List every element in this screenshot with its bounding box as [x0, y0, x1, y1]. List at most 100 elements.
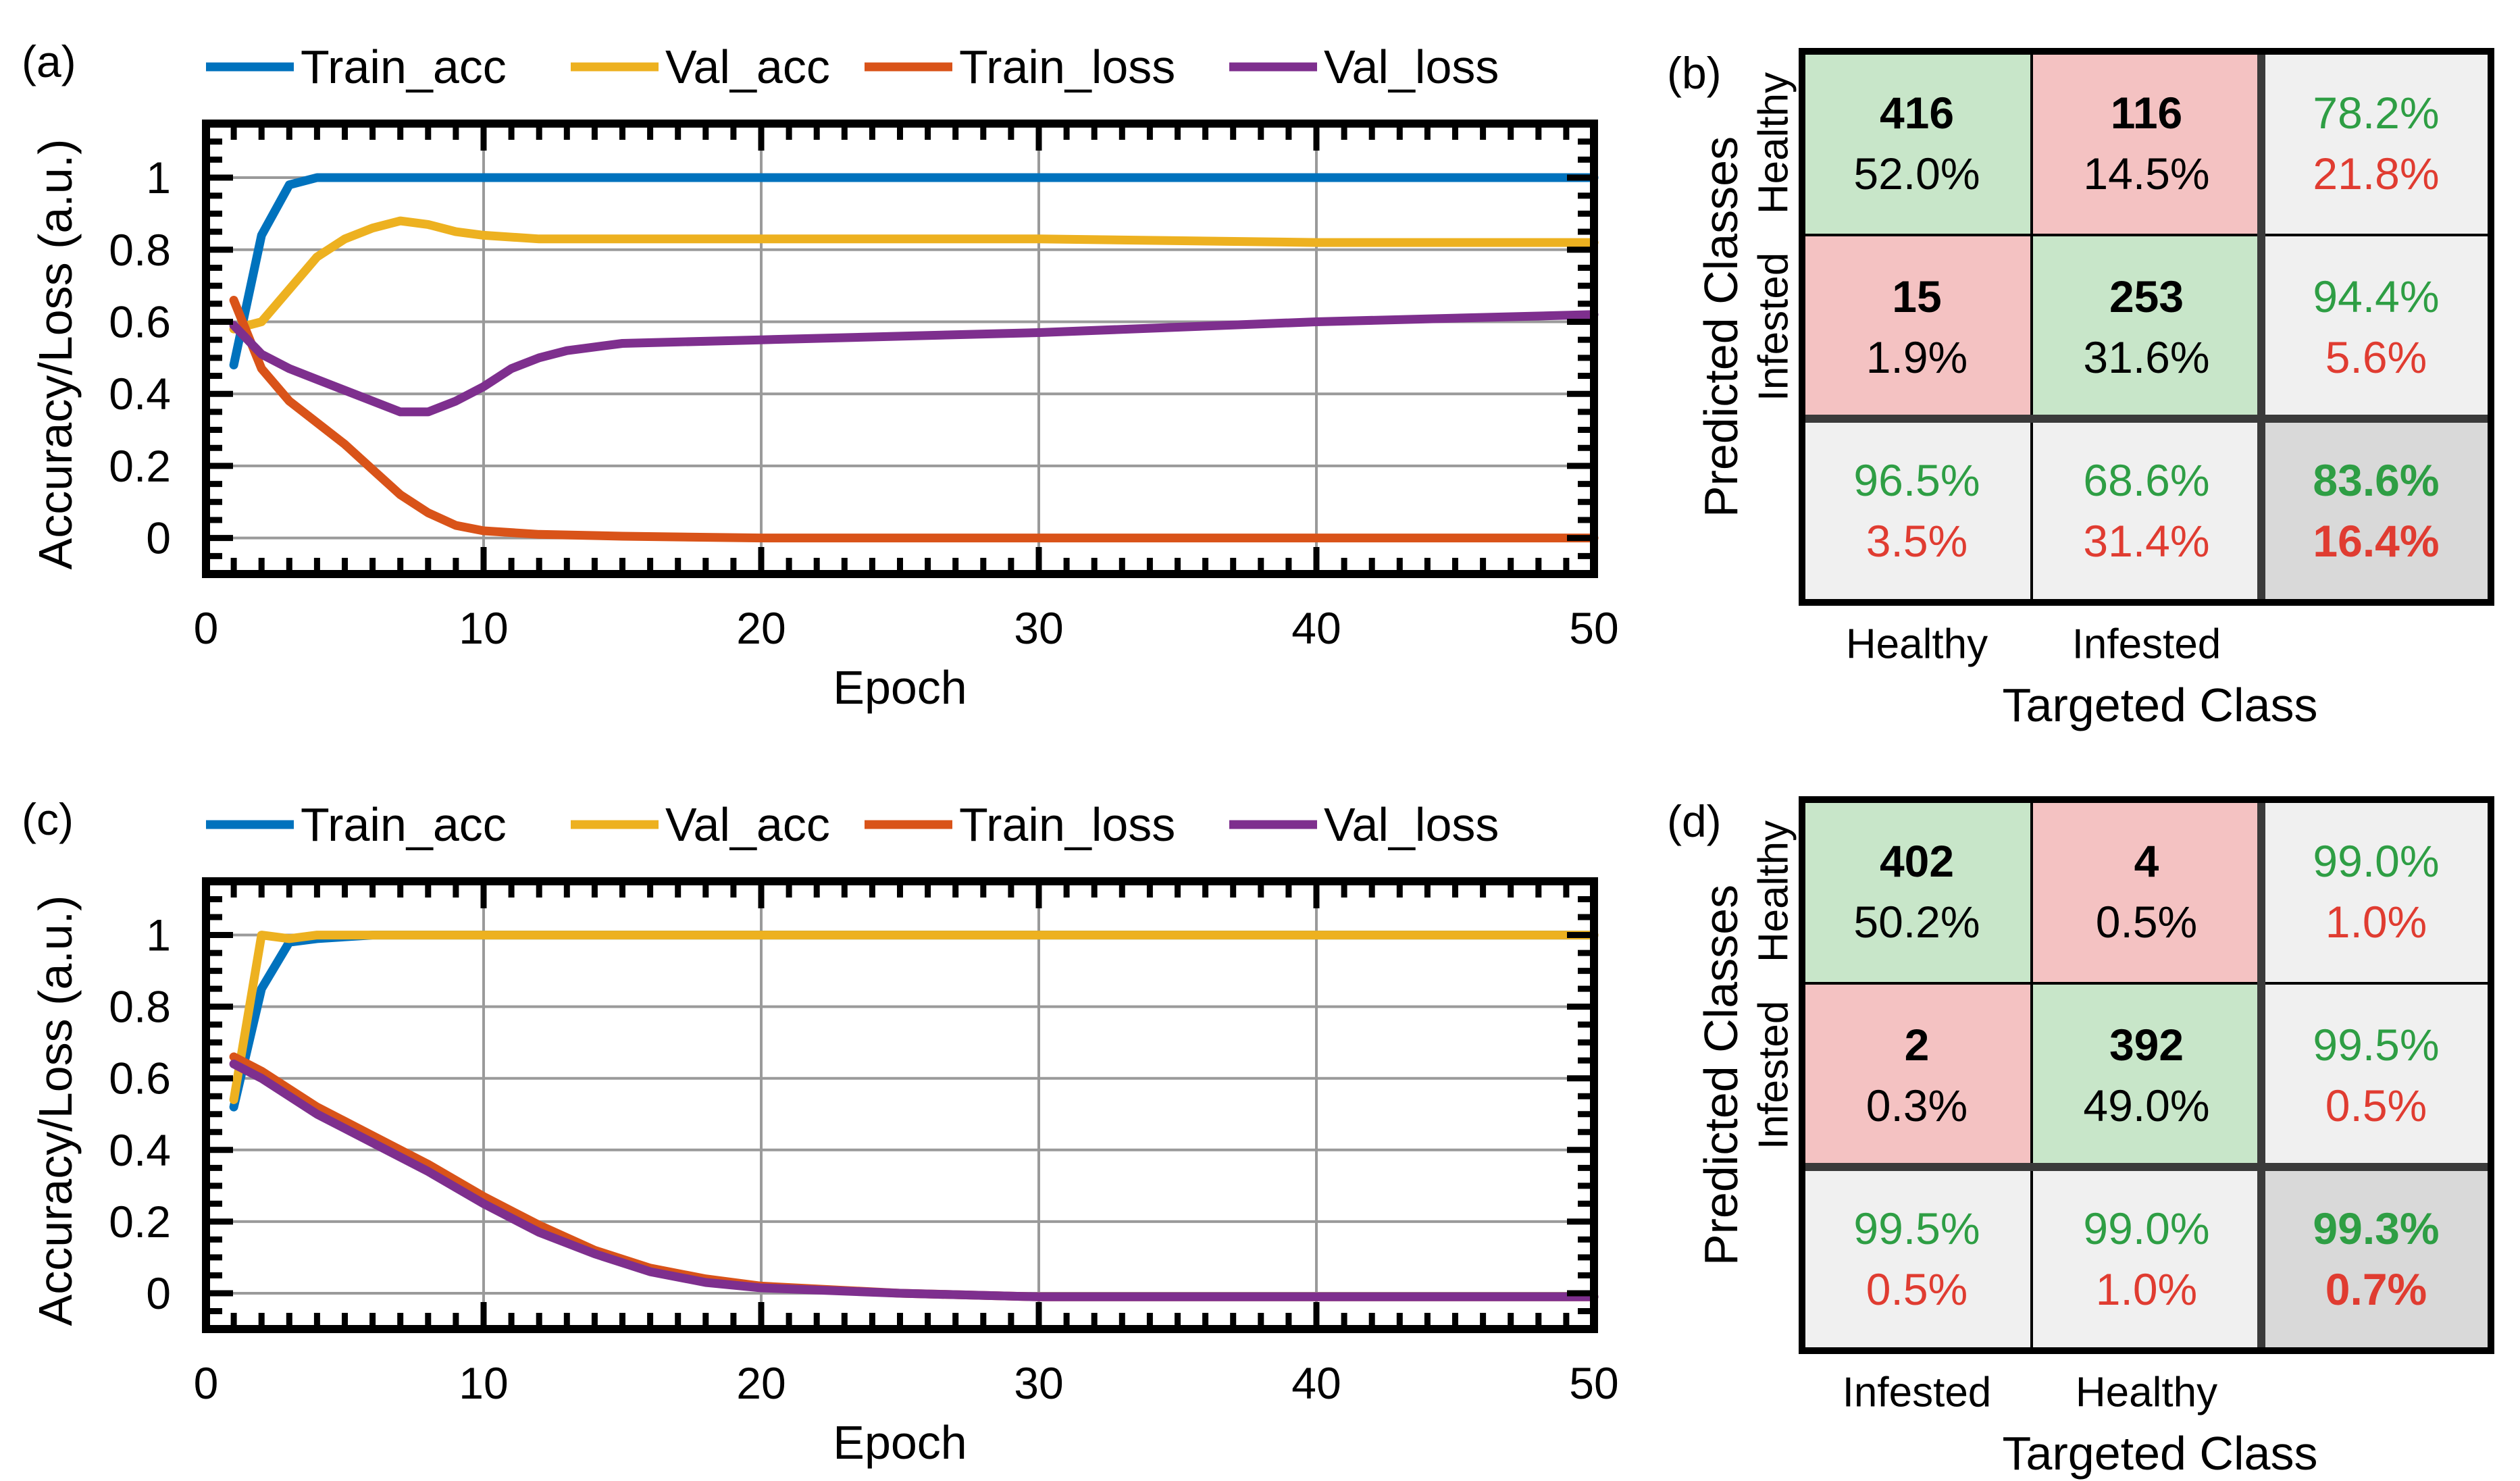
matrix-cell [2030, 417, 2263, 604]
y-tick-label: 1 [146, 153, 171, 203]
matrix-cell [2260, 417, 2492, 604]
cell-count: 402 [1880, 836, 1954, 886]
y-tick-label: 0 [146, 1268, 171, 1318]
matrix-cell [2030, 982, 2263, 1168]
x-tick-label: 50 [1569, 603, 1618, 653]
legend-label: Train_loss [959, 41, 1175, 93]
x-tick-label: 10 [459, 603, 508, 653]
series-line-val_acc [229, 216, 1599, 334]
col-summary-wrong: 31.4% [2083, 516, 2209, 566]
panel-label: (d) [1667, 796, 1722, 846]
series-line-train_acc [229, 173, 1599, 369]
y-tick-label: 0.6 [109, 296, 171, 346]
y-tick-label: 0.4 [109, 1125, 171, 1175]
col-summary-wrong: 0.5% [1866, 1264, 1968, 1314]
col-summary-correct: 99.0% [2083, 1203, 2209, 1253]
cell-percent: 52.0% [1853, 149, 1980, 199]
legend-label: Train_loss [959, 798, 1175, 851]
x-tick-label: 30 [1014, 603, 1063, 653]
x-tick-label: 10 [459, 1358, 508, 1408]
row-summary-wrong: 21.8% [2313, 149, 2439, 199]
x-tick-label: 20 [736, 1358, 786, 1408]
overall-error: 0.7% [2325, 1264, 2427, 1314]
cell-count: 416 [1880, 88, 1954, 138]
row-label: Infested [1751, 253, 1797, 402]
confusion-matrix-3: 402 50.2% 4 0.5% 2 0.3% 392 49.0% 99.0% 1.0% 99.5%… [1667, 796, 2494, 1480]
row-summary-wrong: 1.0% [2325, 897, 2427, 947]
x-axis-label: Targeted Class [2003, 1427, 2318, 1480]
cell-count: 253 [2109, 271, 2184, 321]
panel-label: (a) [22, 36, 76, 86]
column-label: Infested [2072, 621, 2221, 668]
row-summary-correct: 94.4% [2313, 271, 2439, 321]
cell-percent: 49.0% [2083, 1081, 2209, 1131]
matrix-frame [1799, 48, 2494, 606]
matrix-cell [1801, 234, 2033, 420]
cell-count: 392 [2109, 1020, 2184, 1070]
matrix-cell [2260, 982, 2492, 1168]
x-axis-label: Epoch [833, 1416, 967, 1469]
y-tick-label: 0.4 [109, 369, 171, 419]
series-line-train_loss [229, 296, 1599, 543]
y-tick-label: 1 [146, 910, 171, 960]
legend-label: Val_acc [665, 41, 830, 93]
matrix-cell [1801, 417, 2033, 604]
y-axis-label: Accuracy/Loss (a.u.) [29, 139, 82, 570]
x-tick-label: 30 [1014, 1358, 1063, 1408]
overall-error: 16.4% [2313, 516, 2439, 566]
row-label: Healthy [1751, 821, 1797, 962]
cell-percent: 31.6% [2083, 332, 2209, 382]
legend-label: Val_acc [665, 798, 830, 851]
matrix-cell [1801, 798, 2033, 985]
cell-percent: 0.5% [2096, 897, 2197, 947]
matrix-cell [2030, 1166, 2263, 1352]
confusion-matrix-1: 416 52.0% 116 14.5% 15 1.9% 253 31.6% 78.2% 21.8%… [1667, 48, 2494, 731]
overall-accuracy: 99.3% [2313, 1203, 2439, 1253]
cell-count: 2 [1905, 1020, 1930, 1070]
x-axis-label: Epoch [833, 661, 967, 714]
matrix-cell [1801, 982, 2033, 1168]
cell-percent: 1.9% [1866, 332, 1968, 382]
y-tick-label: 0.8 [109, 982, 171, 1032]
legend-label: Val_loss [1324, 798, 1499, 851]
matrix-cell [2030, 50, 2263, 236]
row-summary-wrong: 0.5% [2325, 1081, 2427, 1131]
row-summary-wrong: 5.6% [2325, 332, 2427, 382]
panel-label: (b) [1667, 48, 1722, 98]
matrix-cell [2260, 50, 2492, 236]
x-tick-label: 0 [194, 1358, 219, 1408]
y-axis-label: Predicted Classes [1695, 885, 1747, 1266]
row-summary-correct: 78.2% [2313, 88, 2439, 138]
x-tick-label: 40 [1291, 1358, 1341, 1408]
line-chart-0: 0 10 20 30 40 50 0 0.2 0.4 0.6 0.8 1 Epoch Accuracy/L… [22, 36, 1619, 714]
column-label: Infested [1843, 1370, 1992, 1416]
legend-label: Val_loss [1324, 41, 1499, 93]
cell-count: 15 [1892, 271, 1941, 321]
x-axis-label: Targeted Class [2003, 679, 2318, 731]
column-label: Healthy [2076, 1370, 2217, 1416]
col-summary-correct: 99.5% [1853, 1203, 1980, 1253]
y-tick-label: 0.2 [109, 441, 171, 491]
cell-percent: 50.2% [1853, 897, 1980, 947]
y-axis-label: Predicted Classes [1695, 136, 1747, 517]
matrix-cell [2030, 234, 2263, 420]
matrix-cell [1801, 1166, 2033, 1352]
y-tick-label: 0.2 [109, 1197, 171, 1247]
axes-frame [202, 877, 1598, 1333]
column-label: Healthy [1846, 621, 1988, 668]
x-tick-label: 0 [194, 603, 219, 653]
legend-label: Train_acc [301, 41, 507, 93]
matrix-cell [2030, 798, 2263, 985]
legend-label: Train_acc [301, 798, 507, 851]
x-tick-label: 20 [736, 603, 786, 653]
matrix-cell [2260, 1166, 2492, 1352]
cell-count: 116 [2111, 88, 2182, 138]
series-line-val_loss [229, 1060, 1599, 1301]
row-label: Healthy [1751, 72, 1797, 214]
col-summary-correct: 96.5% [1853, 455, 1980, 505]
col-summary-wrong: 3.5% [1866, 516, 1968, 566]
series-line-val_loss [229, 310, 1599, 417]
col-summary-wrong: 1.0% [2096, 1264, 2197, 1314]
matrix-cell [2260, 798, 2492, 985]
